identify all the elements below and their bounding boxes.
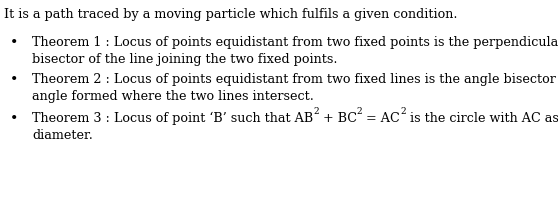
Text: + BC: + BC	[319, 112, 357, 125]
Text: 2: 2	[313, 107, 319, 116]
Text: Theorem 3 :: Theorem 3 :	[32, 112, 114, 125]
Text: diameter.: diameter.	[32, 129, 93, 142]
Text: is the circle with AC as: is the circle with AC as	[406, 112, 558, 125]
Text: Theorem 1 : Locus of points equidistant from two fixed points is the perpendicul: Theorem 1 : Locus of points equidistant …	[32, 36, 558, 49]
Text: It is a path traced by a moving particle which fulfils a given condition.: It is a path traced by a moving particle…	[4, 8, 458, 21]
Text: 2: 2	[400, 107, 406, 116]
Text: angle formed where the two lines intersect.: angle formed where the two lines interse…	[32, 90, 314, 103]
Text: 2: 2	[357, 107, 362, 116]
Text: •: •	[10, 73, 18, 87]
Text: bisector of the line joining the two fixed points.: bisector of the line joining the two fix…	[32, 53, 338, 66]
Text: Locus of point ‘B’ such that AB: Locus of point ‘B’ such that AB	[114, 112, 313, 125]
Text: •: •	[10, 36, 18, 50]
Text: = AC: = AC	[362, 112, 400, 125]
Text: Theorem 2 : Locus of points equidistant from two fixed lines is the angle bisect: Theorem 2 : Locus of points equidistant …	[32, 73, 558, 86]
Text: •: •	[10, 112, 18, 126]
